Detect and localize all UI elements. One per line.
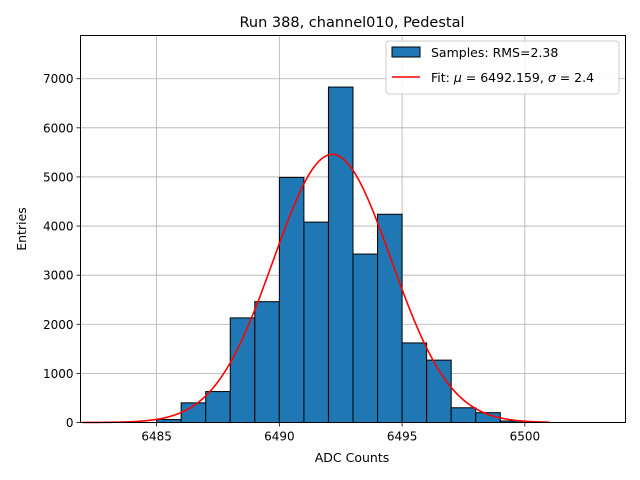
x-tick-label: 6490 [264, 430, 295, 444]
histogram-bar [450, 407, 477, 424]
y-tick-label: 4000 [43, 220, 74, 234]
axis-ticks: 6485 6490 6495 6500 0 1000 2000 3000 4000 5000 600… [43, 72, 540, 443]
x-tick-label: 6485 [141, 430, 172, 444]
legend-frame [385, 40, 620, 95]
legend-fit-prefix: Fit: [431, 70, 454, 85]
y-tick-label: 2000 [43, 318, 74, 332]
histogram-bars [156, 86, 526, 424]
fit-curve [82, 153, 550, 424]
histogram-bar [303, 221, 329, 423]
x-tick-label: 6495 [387, 430, 418, 444]
legend-fit-sigma-symbol: σ [548, 70, 557, 85]
histogram-bar [352, 253, 379, 423]
y-tick-label: 6000 [43, 121, 74, 135]
legend-swatch-samples [391, 46, 421, 58]
histogram-bar [401, 342, 428, 423]
legend-label-samples: Samples: RMS=2.38 [431, 45, 558, 60]
histogram-bar [254, 301, 280, 423]
chart-title: Run 388, channel010, Pedestal [239, 15, 464, 31]
x-axis-label: ADC Counts [315, 450, 390, 465]
legend-fit-mu-symbol: μ [453, 70, 462, 85]
legend-label-fit: Fit: μ = 6492.159, σ = 2.4 [431, 70, 594, 85]
histogram-bar [205, 391, 231, 423]
y-tick-label: 3000 [43, 269, 74, 283]
y-tick-label: 5000 [43, 170, 74, 184]
y-tick-label: 0 [66, 416, 74, 430]
legend-fit-sigma-value: = 2.4 [556, 70, 594, 85]
legend: Samples: RMS=2.38 Fit: μ = 6492.159, σ =… [385, 40, 620, 95]
legend-fit-mu-value: = 6492.159, [462, 70, 548, 85]
histogram-bar [278, 176, 305, 423]
y-tick-label: 7000 [43, 72, 74, 86]
histogram-bar [229, 317, 256, 423]
y-axis-label: Entries [14, 207, 29, 251]
plot-frame [80, 35, 626, 423]
histogram-bar [327, 86, 354, 423]
histogram-bar [377, 213, 403, 423]
y-tick-label: 1000 [43, 367, 74, 381]
x-tick-label: 6500 [510, 430, 541, 444]
